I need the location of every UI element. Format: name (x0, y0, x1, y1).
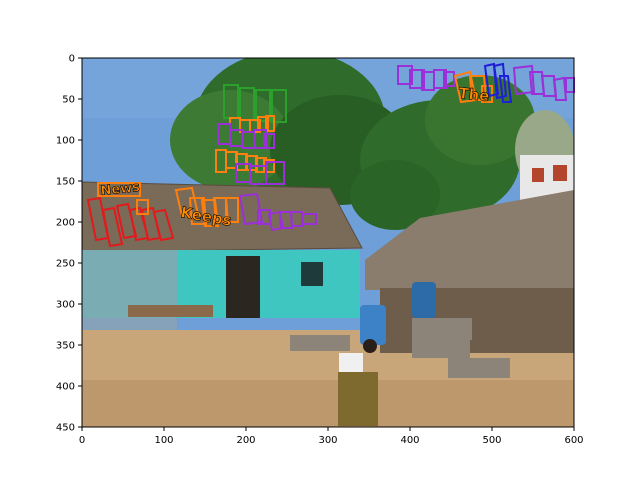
y-tick-label: 150 (56, 177, 75, 188)
y-tick-label: 250 (56, 259, 75, 270)
text-region-box (409, 69, 425, 89)
text-region-box (265, 161, 285, 185)
stone-slabs (290, 318, 510, 378)
text-region-box (433, 69, 447, 89)
text-region-box (498, 75, 513, 103)
photo (82, 58, 574, 427)
x-tick-label: 500 (482, 435, 501, 446)
text-region-box (225, 197, 239, 223)
text-region-box (271, 89, 287, 123)
left-house-roof (82, 182, 362, 252)
x-tick-label: 100 (154, 435, 173, 446)
y-tick-label: 0 (69, 54, 75, 65)
text-region-box (552, 76, 568, 101)
x-axis: 0 100 200 300 400 500 600 (79, 427, 584, 446)
text-region-box (263, 159, 275, 173)
text-region-box (289, 211, 305, 227)
y-axis: 0 50 100 150 200 250 300 350 400 450 (56, 54, 82, 434)
x-tick-label: 300 (318, 435, 337, 446)
y-tick-label: 300 (56, 300, 75, 311)
text-region-box (265, 115, 275, 132)
text-region-box (249, 119, 261, 133)
text-region-box (301, 213, 317, 225)
y-tick-label: 400 (56, 382, 75, 393)
x-tick-label: 400 (400, 435, 419, 446)
text-region-box (200, 199, 220, 227)
annotation-boxes (86, 62, 575, 248)
cart (128, 305, 213, 317)
blue-barrel-1 (412, 282, 436, 318)
annotated-word-the: The (458, 84, 491, 105)
person (338, 339, 378, 426)
text-region-box (215, 149, 227, 173)
x-tick-label: 0 (79, 435, 85, 446)
y-tick-label: 350 (56, 341, 75, 352)
text-region-box (255, 89, 271, 122)
fence (82, 250, 177, 330)
y-tick-label: 200 (56, 218, 75, 229)
right-hut-roof (365, 190, 574, 290)
text-region-box (278, 211, 294, 229)
text-region-box (152, 208, 175, 242)
text-region-box (188, 197, 208, 225)
text-region-box (238, 192, 264, 226)
text-region-box (397, 65, 413, 85)
text-region-box (263, 133, 275, 149)
text-region-box (136, 199, 149, 215)
text-region-box (492, 62, 508, 100)
text-region-box (512, 64, 536, 96)
y-tick-label: 50 (62, 95, 75, 106)
y-tick-label: 100 (56, 136, 75, 147)
text-region-box (468, 75, 488, 101)
x-tick-label: 200 (236, 435, 255, 446)
text-region-box (97, 182, 141, 197)
y-tick-label: 450 (56, 423, 75, 434)
blue-barrel-2 (360, 305, 386, 345)
text-region-box (101, 206, 124, 248)
annotated-word-news: News (100, 180, 141, 199)
text-region-box (483, 62, 500, 98)
x-tick-label: 600 (564, 435, 583, 446)
text-region-box (174, 186, 200, 218)
text-region-box (421, 71, 435, 91)
right-hut-wall (380, 288, 574, 353)
text-region-box (443, 71, 455, 87)
